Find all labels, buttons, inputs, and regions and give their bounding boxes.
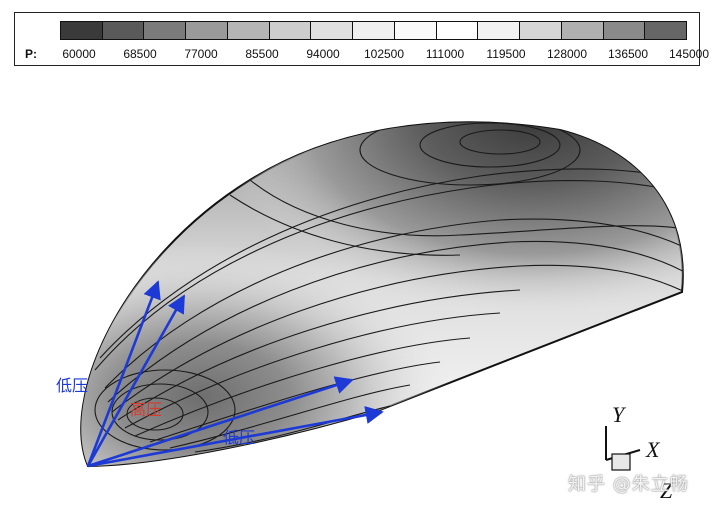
legend-swatch: [478, 22, 521, 39]
legend-swatch: [186, 22, 228, 39]
flow-arrow-upper-mid: [86, 294, 186, 467]
low-pressure-label-left: 低压: [56, 376, 88, 395]
cone-surface: [80, 121, 684, 468]
watermark: 知乎 @朱立畅: [568, 474, 689, 495]
legend-swatch: [269, 22, 312, 39]
axis-triad: Y X Z: [605, 402, 673, 503]
legend-swatch: [520, 22, 562, 39]
flow-arrows: [86, 280, 384, 468]
legend-swatch: [102, 22, 145, 39]
legend-swatch: [353, 22, 395, 39]
legend-tick-label: 77000: [184, 47, 218, 61]
legend-swatch: [227, 22, 270, 39]
pressure-legend: P: 60000 68500 77000 85500 94000 102500 111000…: [14, 12, 709, 66]
legend-tick-label: 128000: [546, 47, 588, 61]
flow-arrow-mid-right: [87, 376, 354, 468]
legend-swatch: [561, 22, 604, 39]
legend-tick-label: 145000: [668, 47, 710, 61]
legend-variable-label: P:: [25, 47, 37, 61]
legend-tick-label: 102500: [363, 47, 405, 61]
legend-swatch: [436, 22, 479, 39]
legend-swatch: [144, 22, 187, 39]
legend-tick-label: 136500: [607, 47, 649, 61]
legend-tick-label: 111000: [425, 47, 465, 61]
legend-swatch: [61, 22, 103, 39]
legend-swatch: [311, 22, 354, 39]
low-pressure-label-bottom: 低压: [223, 428, 255, 447]
y-axis-label: Y: [612, 402, 627, 427]
legend-tick-label: 60000: [62, 47, 96, 61]
flow-arrow-upper-left: [86, 280, 161, 467]
legend-tick-label: 94000: [306, 47, 340, 61]
axis-cube-icon: [611, 453, 631, 471]
legend-swatch: [645, 22, 687, 39]
legend-tick-label: 85500: [245, 47, 279, 61]
legend-swatch: [394, 22, 437, 39]
flow-arrow-lower-right: [87, 406, 384, 468]
legend-tick-label: 68500: [123, 47, 157, 61]
legend-color-bar: [60, 21, 687, 40]
legend-tick-labels: 60000 68500 77000 85500 94000 102500 111000 119…: [57, 47, 710, 63]
legend-tick-label: 119500: [486, 47, 526, 61]
legend-swatch: [603, 22, 646, 39]
high-pressure-label: 高压: [130, 400, 162, 419]
x-axis-label: X: [645, 437, 661, 462]
pressure-contour-plot: 高压 低压 低压 Y X Z: [56, 121, 684, 503]
z-axis-label: Z: [660, 478, 673, 503]
